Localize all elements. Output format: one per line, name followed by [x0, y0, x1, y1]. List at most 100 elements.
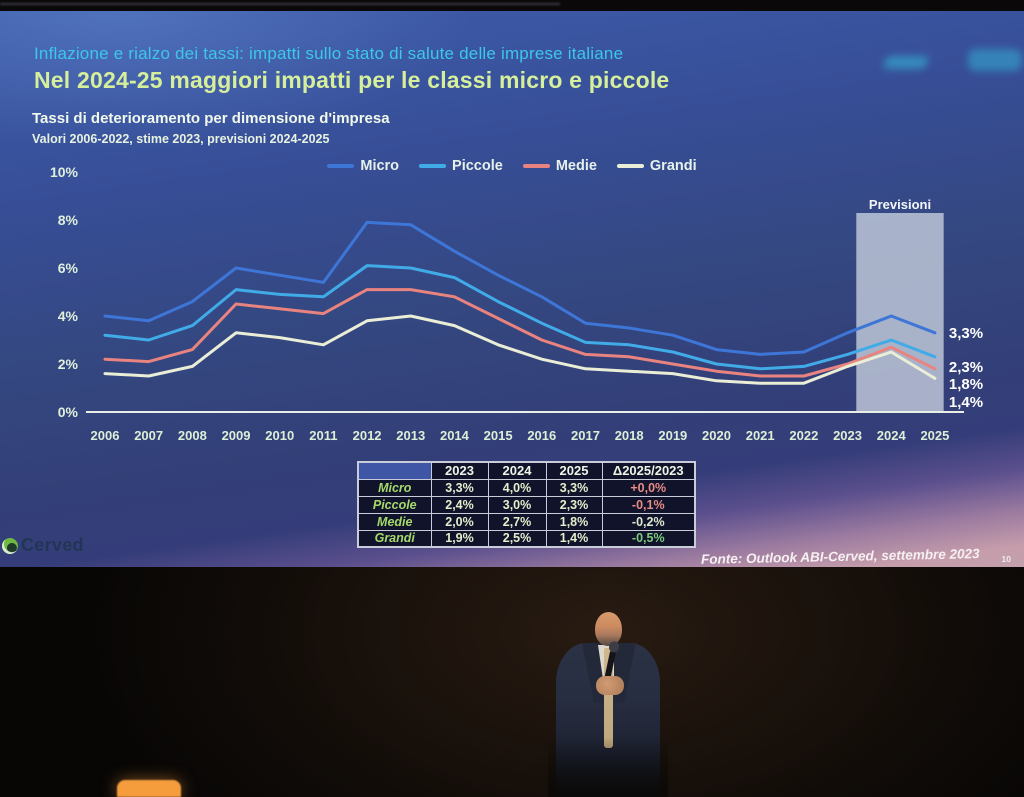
legend-item-micro: Micro [327, 158, 399, 174]
legend-swatch [419, 164, 447, 168]
end-value-label: 1,8% [949, 376, 983, 393]
x-tick-label: 2018 [614, 428, 644, 443]
y-tick-label: 4% [57, 308, 78, 324]
forecast-band [856, 213, 944, 412]
legend-item-medie: Medie [522, 158, 597, 174]
x-tick-label: 2011 [309, 428, 338, 443]
table-column-header: 2025 [545, 461, 603, 480]
y-tick-label: 0% [57, 404, 78, 420]
legend-swatch [327, 164, 355, 168]
chart-title: Tassi di deterioramento per dimensione d… [32, 110, 390, 127]
x-tick-label: 2019 [658, 428, 688, 443]
series-line-micro [103, 220, 937, 356]
table-row: Medie 2,0% 2,7% 1,8% -0,2% [357, 512, 696, 531]
x-tick-label: 2015 [483, 428, 513, 443]
table-row-label: Piccole [357, 495, 432, 514]
legend-swatch [522, 164, 550, 168]
table-value-cell: 2,5% [487, 529, 547, 548]
table-delta-cell: -0,2% [601, 512, 696, 531]
series-line-medie [103, 288, 937, 378]
x-tick-label: 2017 [571, 428, 600, 443]
x-tick-label: 2016 [527, 428, 557, 443]
table-value-cell: 3,3% [430, 478, 489, 497]
legend-label: Micro [360, 158, 400, 174]
x-tick-label: 2009 [221, 428, 251, 443]
x-tick-label: 2010 [265, 428, 295, 443]
x-tick-label: 2014 [439, 428, 469, 443]
x-tick-label: 2007 [134, 428, 164, 443]
speaker-tie [604, 648, 613, 748]
summary-table: 2023 2024 2025 Δ2025/2023 Micro 3,3% 4,0% 3,3% +… [357, 461, 696, 548]
y-tick-label: 6% [57, 260, 78, 276]
table-column-header: 2023 [430, 461, 489, 480]
table-column-header: Δ2025/2023 [601, 461, 696, 480]
reflection-smudge [968, 49, 1022, 71]
table-value-cell: 2,3% [545, 495, 603, 514]
chart-legend: Micro Piccole Medie Grandi [0, 158, 1024, 174]
y-tick-label: 2% [57, 356, 78, 372]
forecast-band-label: Previsioni [868, 197, 932, 212]
series-line-piccole [103, 264, 937, 371]
legend-item-grandi: Grandi [616, 158, 697, 174]
table-delta-cell: +0,0% [601, 478, 696, 497]
y-tick-label: 8% [57, 212, 78, 228]
table-row: Piccole 2,4% 3,0% 2,3% -0,1% [357, 495, 696, 514]
end-value-label: 3,3% [949, 325, 983, 342]
table-row: Grandi 1,9% 2,5% 1,4% -0,5% [357, 529, 696, 548]
table-value-cell: 1,4% [545, 529, 603, 548]
x-tick-label: 2008 [177, 428, 207, 443]
speaker-hands [596, 676, 624, 695]
x-tick-label: 2006 [90, 428, 120, 443]
chart-subtitle: Valori 2006-2022, stime 2023, previsioni… [32, 132, 330, 146]
x-tick-label: 2024 [876, 428, 906, 443]
table-value-cell: 1,8% [545, 512, 603, 531]
stage-object [117, 780, 181, 797]
table-value-cell: 2,7% [487, 512, 547, 531]
legend-label: Medie [555, 158, 597, 174]
table-row-label: Medie [357, 512, 432, 531]
x-tick-label: 2020 [702, 428, 731, 443]
speaker-shadow-fade [548, 737, 668, 797]
table-delta-cell: -0,1% [601, 495, 696, 514]
reflection-smudge [882, 56, 930, 69]
screen-top-glint [0, 3, 560, 5]
line-chart: 3,3% 2,3%1,8%1,4% [86, 213, 983, 413]
x-tick-label: 2023 [833, 428, 862, 443]
slide-kicker: Inflazione e rialzo dei tassi: impatti s… [34, 44, 624, 63]
source-note: Fonte: Outlook ABI-Cerved, settembre 202… [701, 546, 981, 567]
table-value-cell: 3,0% [487, 495, 547, 514]
table-row: Micro 3,3% 4,0% 3,3% +0,0% [357, 478, 696, 497]
x-tick-label: 2022 [789, 428, 819, 443]
series-line-grandi [103, 314, 937, 385]
cerved-logo: Cerved [2, 535, 84, 556]
x-tick-label: 2012 [352, 428, 382, 443]
end-value-label: 1,4% [949, 394, 983, 411]
legend-swatch [616, 164, 644, 168]
table-column-header: 2024 [487, 461, 547, 480]
table-value-cell: 1,9% [430, 529, 489, 548]
speaker-head [595, 612, 622, 646]
x-tick-label: 2021 [745, 428, 775, 443]
legend-label: Piccole [452, 158, 503, 174]
page-number: 10 [1001, 554, 1011, 564]
legend-item-piccole: Piccole [419, 158, 503, 174]
cerved-logo-icon [2, 537, 18, 554]
table-corner-cell [357, 461, 432, 480]
slide-headline: Nel 2024-25 maggiori impatti per le clas… [34, 67, 670, 93]
cerved-logo-text: Cerved [21, 535, 84, 555]
speaker [548, 610, 668, 797]
x-tick-label: 2013 [396, 428, 426, 443]
end-value-label: 2,3% [949, 359, 983, 376]
table-value-cell: 2,4% [430, 495, 489, 514]
projection-screen: Inflazione e rialzo dei tassi: impatti s… [0, 11, 1024, 567]
stage-background [0, 567, 1024, 797]
legend-label: Grandi [649, 158, 697, 174]
table-row-label: Grandi [357, 529, 432, 548]
table-delta-cell: -0,5% [601, 529, 696, 548]
table-row-label: Micro [357, 478, 432, 497]
x-tick-label: 2025 [920, 428, 950, 443]
table-value-cell: 3,3% [545, 478, 603, 497]
table-value-cell: 2,0% [430, 512, 489, 531]
y-tick-label: 10% [49, 164, 78, 180]
